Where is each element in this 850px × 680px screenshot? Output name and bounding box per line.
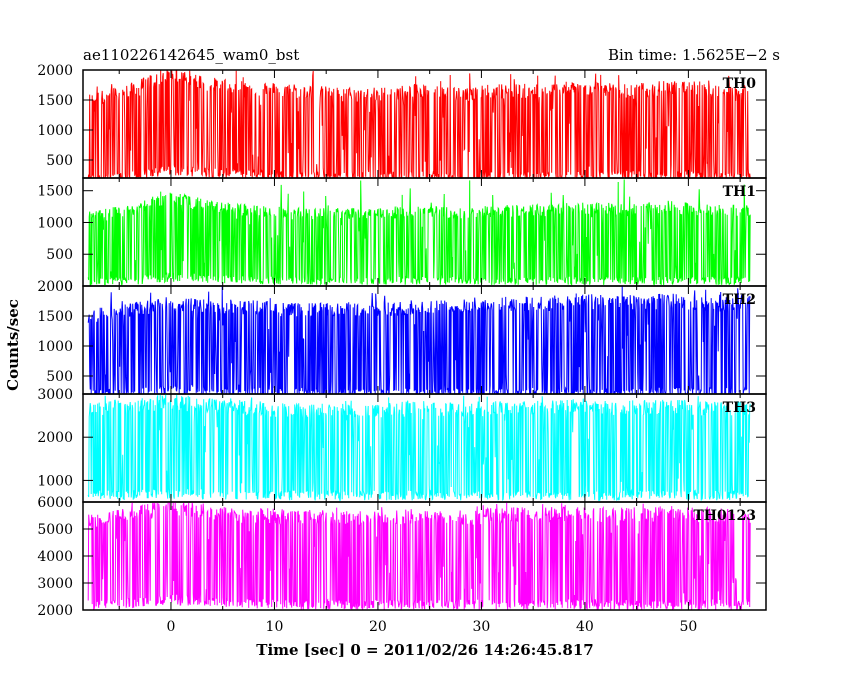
panel-th0123: 2000 3000 4000 5000 6000 TH0123 <box>37 495 767 619</box>
y-tick-label: 4000 <box>37 549 73 565</box>
y-tick-label: 6000 <box>37 495 73 511</box>
y-tick-label: 1500 <box>37 93 73 109</box>
y-tick-label: 3000 <box>37 576 73 592</box>
y-tick-label: 3000 <box>37 387 73 403</box>
chart-title-right: Bin time: 1.5625E−2 s <box>608 46 780 64</box>
series-line-th0 <box>87 70 751 178</box>
y-tick-label: 500 <box>46 369 73 385</box>
y-tick-label: 1000 <box>37 215 73 231</box>
y-tick-label: 1500 <box>37 184 73 200</box>
panel-th3: 1000 2000 3000 TH3 <box>37 387 767 503</box>
x-tick-label: 10 <box>266 619 284 635</box>
y-tick-label: 2000 <box>37 63 73 79</box>
y-tick-label: 2000 <box>37 603 73 619</box>
series-line-th1 <box>87 179 751 286</box>
y-tick-label: 500 <box>46 153 73 169</box>
x-tick-label: 30 <box>473 619 491 635</box>
panel-th0: 500 1000 1500 2000 TH0 <box>37 63 767 179</box>
series-label-th2: TH2 <box>723 292 756 308</box>
panel-th1: 0 500 1000 1500 TH1 <box>37 177 767 295</box>
y-tick-label: 0 <box>64 279 73 295</box>
series-label-th0: TH0 <box>723 76 757 92</box>
chart-title-left: ae110226142645_wam0_bst <box>83 46 299 64</box>
series-label-th0123: TH0123 <box>693 508 756 524</box>
y-tick-label: 2000 <box>37 430 73 446</box>
series-label-th3: TH3 <box>723 400 756 416</box>
y-tick-label: 5000 <box>37 522 73 538</box>
series-line-th0123 <box>87 502 751 610</box>
y-tick-label: 1000 <box>37 473 73 489</box>
series-label-th1: TH1 <box>723 184 756 200</box>
x-tick-label: 0 <box>167 619 176 635</box>
x-axis-label: Time [sec] 0 = 2011/02/26 14:26:45.817 <box>256 641 593 659</box>
panel-th2: 500 1000 1500 2000 TH2 <box>37 279 767 395</box>
x-tick-label: 40 <box>576 619 594 635</box>
y-tick-label: 500 <box>46 247 73 263</box>
y-tick-label: 1000 <box>37 339 73 355</box>
x-tick-label: 50 <box>679 619 697 635</box>
y-tick-label: 2000 <box>37 279 73 295</box>
series-line-th3 <box>87 394 751 501</box>
y-tick-label: 1500 <box>37 309 73 325</box>
y-axis-label: Counts/sec <box>4 299 22 391</box>
series-line-th2 <box>87 286 751 394</box>
y-tick-label: 1000 <box>37 123 73 139</box>
x-tick-label: 20 <box>369 619 387 635</box>
